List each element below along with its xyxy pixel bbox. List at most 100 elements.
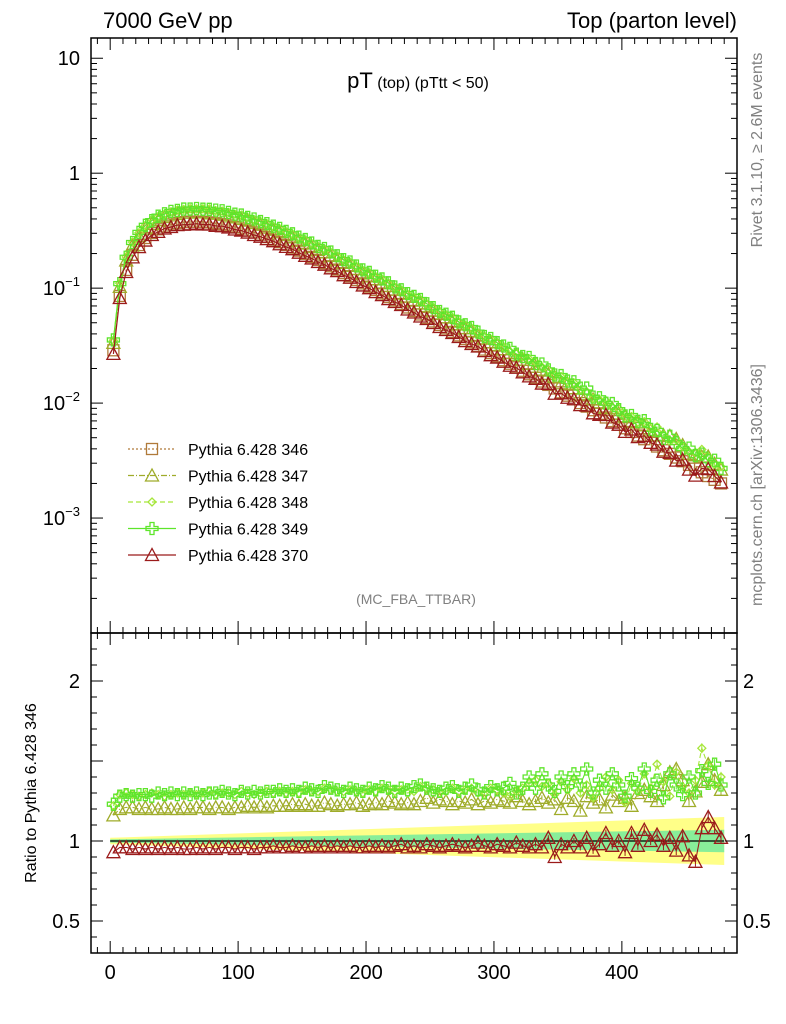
legend-marker [144,467,160,482]
ratio-point [279,784,293,799]
data-point [700,461,716,476]
data-point [707,468,723,483]
ratio-point [617,844,633,859]
ratio-point [317,779,332,794]
ratio-point [169,839,185,854]
ratio-point [713,829,729,844]
legend-label: Pythia 6.428 349 [188,522,308,539]
ratio-point [125,789,140,803]
ratio-point [285,783,300,797]
ratio-point [172,788,183,798]
data-point [637,414,651,428]
data-point [138,218,153,232]
data-point [273,221,287,235]
data-point [144,227,160,242]
ratio-point [470,796,486,811]
ratio-point [278,797,294,812]
ratio-point [516,781,530,795]
data-point [202,202,216,216]
main-plot-area [105,201,729,490]
ratio-point [438,793,454,808]
ratio-point [297,839,313,854]
ratio-point [406,796,422,811]
legend-entry-4: Pythia 6.428 370 [128,547,308,565]
data-point [489,349,505,364]
ratio-point [458,781,472,795]
ratio-point [548,784,562,799]
ratio-point [573,778,587,792]
data-point [233,222,249,237]
data-point [605,396,619,411]
ratio-point [535,767,549,781]
ratio-point [541,778,555,792]
y-tick-base: 10 [43,508,65,530]
ratio-point [611,833,627,848]
data-point [361,280,377,295]
data-point [464,320,479,335]
legend-entry-1: Pythia 6.428 347 [128,467,308,486]
data-point [535,357,549,371]
plot-title-sub: (top) (pTtt < 50) [373,75,489,92]
ratio-point [598,799,614,814]
data-point [695,447,709,461]
data-point [329,263,345,278]
series-line [112,211,722,471]
ratio-point [612,778,626,792]
data-point [463,336,480,351]
ratio-point [150,801,166,816]
ratio-point [259,799,275,814]
ratio-point [604,786,620,801]
ratio-point [599,781,613,795]
ratio-point [329,837,345,852]
data-point [297,247,313,262]
ratio-point [409,786,419,797]
ratio-point [675,787,690,802]
data-point [477,329,492,344]
data-point [527,370,544,385]
rivet-version-label: Rivet 3.1.10, ≥ 2.6M events [749,53,766,248]
ratio-point [177,786,191,800]
ratio-point [228,787,242,802]
ratio-point [701,776,715,791]
ratio-y-tick-label-right: 1 [743,831,754,853]
ratio-point [495,837,512,852]
data-point [508,359,524,374]
ratio-point [208,841,224,856]
ratio-point [559,789,576,804]
ratio-point [709,780,720,790]
data-point [310,254,326,269]
data-point [355,277,371,292]
ratio-point [201,801,217,816]
ratio-point [375,779,389,794]
ratio-point [298,781,312,795]
data-point [713,474,729,489]
ratio-point [400,839,416,854]
ratio-point [528,781,543,795]
ratio-y-tick-label-right: 2 [743,671,754,693]
y-tick-label: 1 [69,163,80,185]
ratio-point [336,839,352,854]
data-point [304,250,320,265]
ratio-point [444,796,460,811]
x-tick-label: 0 [105,962,116,984]
ratio-point [221,786,236,800]
ratio-point [252,797,269,812]
ratio-point [463,837,480,852]
ratio-point [607,784,618,795]
data-point [663,429,677,443]
ratio-point [567,767,581,781]
data-point [580,400,593,413]
ratio-point [658,776,669,787]
data-point [496,339,511,353]
data-point [253,214,268,229]
ratio-point [195,799,211,814]
ratio-point [521,796,537,811]
ratio-point [240,839,256,854]
ratio-point [483,794,499,809]
ratio-point [445,779,460,794]
data-point [425,315,441,330]
ratio-point [176,799,192,814]
ratio-point [560,779,575,794]
ratio-point [588,792,599,803]
ratio-point [380,793,397,808]
